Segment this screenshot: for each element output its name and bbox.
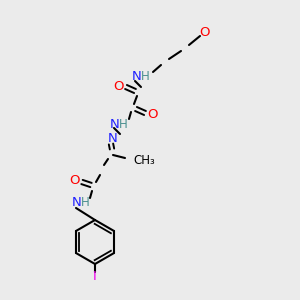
Text: O: O xyxy=(148,107,158,121)
Text: H: H xyxy=(118,118,127,130)
Text: H: H xyxy=(81,196,89,209)
Text: O: O xyxy=(200,26,210,38)
Text: H: H xyxy=(141,70,149,83)
Text: N: N xyxy=(132,70,142,83)
Text: CH₃: CH₃ xyxy=(133,154,155,166)
Text: N: N xyxy=(108,133,118,146)
Text: N: N xyxy=(72,196,82,209)
Text: O: O xyxy=(69,173,79,187)
Text: I: I xyxy=(93,271,97,284)
Text: N: N xyxy=(110,118,120,130)
Text: O: O xyxy=(113,80,123,92)
